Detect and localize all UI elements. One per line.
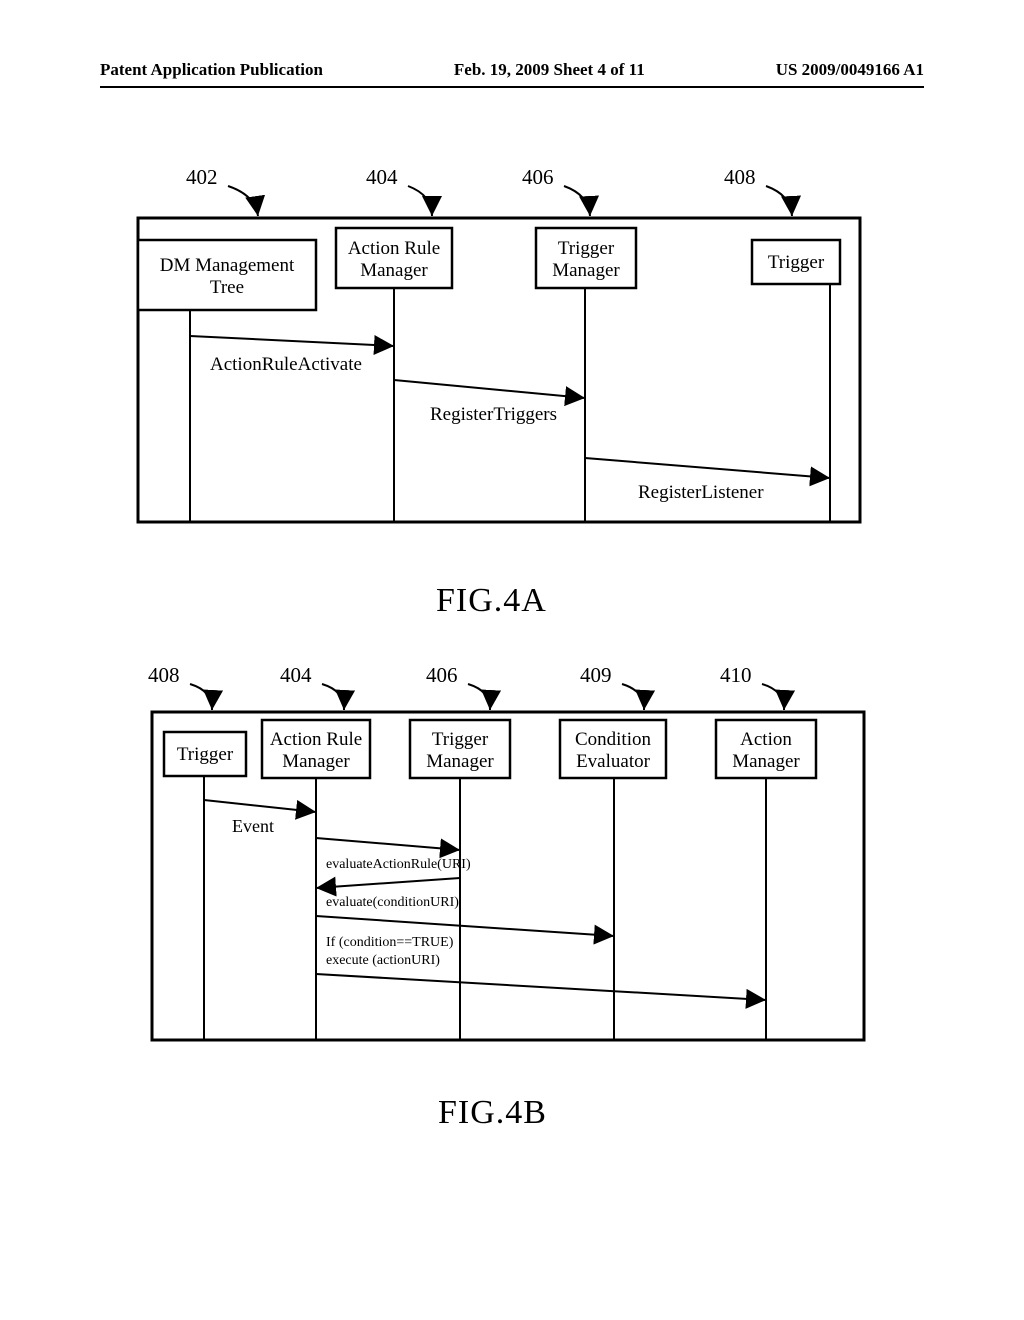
svg-text:Manager: Manager bbox=[360, 260, 428, 281]
svg-text:406: 406 bbox=[426, 663, 458, 687]
fig-4b-title: FIG.4B bbox=[438, 1094, 547, 1132]
figure-4b: 408404406409410TriggerAction RuleManager… bbox=[0, 420, 1024, 1120]
svg-text:404: 404 bbox=[366, 165, 398, 189]
svg-text:408: 408 bbox=[148, 663, 180, 687]
svg-text:Action Rule: Action Rule bbox=[270, 729, 362, 750]
svg-text:Manager: Manager bbox=[552, 260, 620, 281]
svg-text:410: 410 bbox=[720, 663, 752, 687]
svg-text:Trigger: Trigger bbox=[432, 729, 489, 750]
svg-text:Trigger: Trigger bbox=[177, 744, 234, 765]
svg-text:Event: Event bbox=[232, 816, 274, 836]
svg-text:ActionRuleActivate: ActionRuleActivate bbox=[210, 354, 362, 375]
svg-text:Manager: Manager bbox=[282, 751, 350, 772]
svg-text:evaluate(conditionURI): evaluate(conditionURI) bbox=[326, 895, 459, 910]
svg-text:Trigger: Trigger bbox=[558, 238, 615, 259]
svg-text:408: 408 bbox=[724, 165, 756, 189]
svg-text:402: 402 bbox=[186, 165, 218, 189]
svg-text:Evaluator: Evaluator bbox=[576, 751, 651, 772]
svg-text:Manager: Manager bbox=[426, 751, 494, 772]
svg-text:Action Rule: Action Rule bbox=[348, 238, 440, 259]
svg-text:Manager: Manager bbox=[732, 751, 800, 772]
svg-text:execute (actionURI): execute (actionURI) bbox=[326, 953, 440, 968]
svg-text:evaluateActionRule(URI): evaluateActionRule(URI) bbox=[326, 857, 471, 872]
svg-text:Trigger: Trigger bbox=[768, 252, 825, 273]
page: Patent Application Publication Feb. 19, … bbox=[0, 0, 1024, 1320]
svg-text:Tree: Tree bbox=[210, 277, 244, 298]
svg-text:404: 404 bbox=[280, 663, 312, 687]
svg-text:If (condition==TRUE): If (condition==TRUE) bbox=[326, 935, 454, 950]
svg-text:Condition: Condition bbox=[575, 729, 652, 750]
svg-text:Action: Action bbox=[740, 729, 792, 750]
svg-text:DM Management: DM Management bbox=[160, 255, 295, 276]
svg-text:409: 409 bbox=[580, 663, 612, 687]
svg-text:406: 406 bbox=[522, 165, 554, 189]
